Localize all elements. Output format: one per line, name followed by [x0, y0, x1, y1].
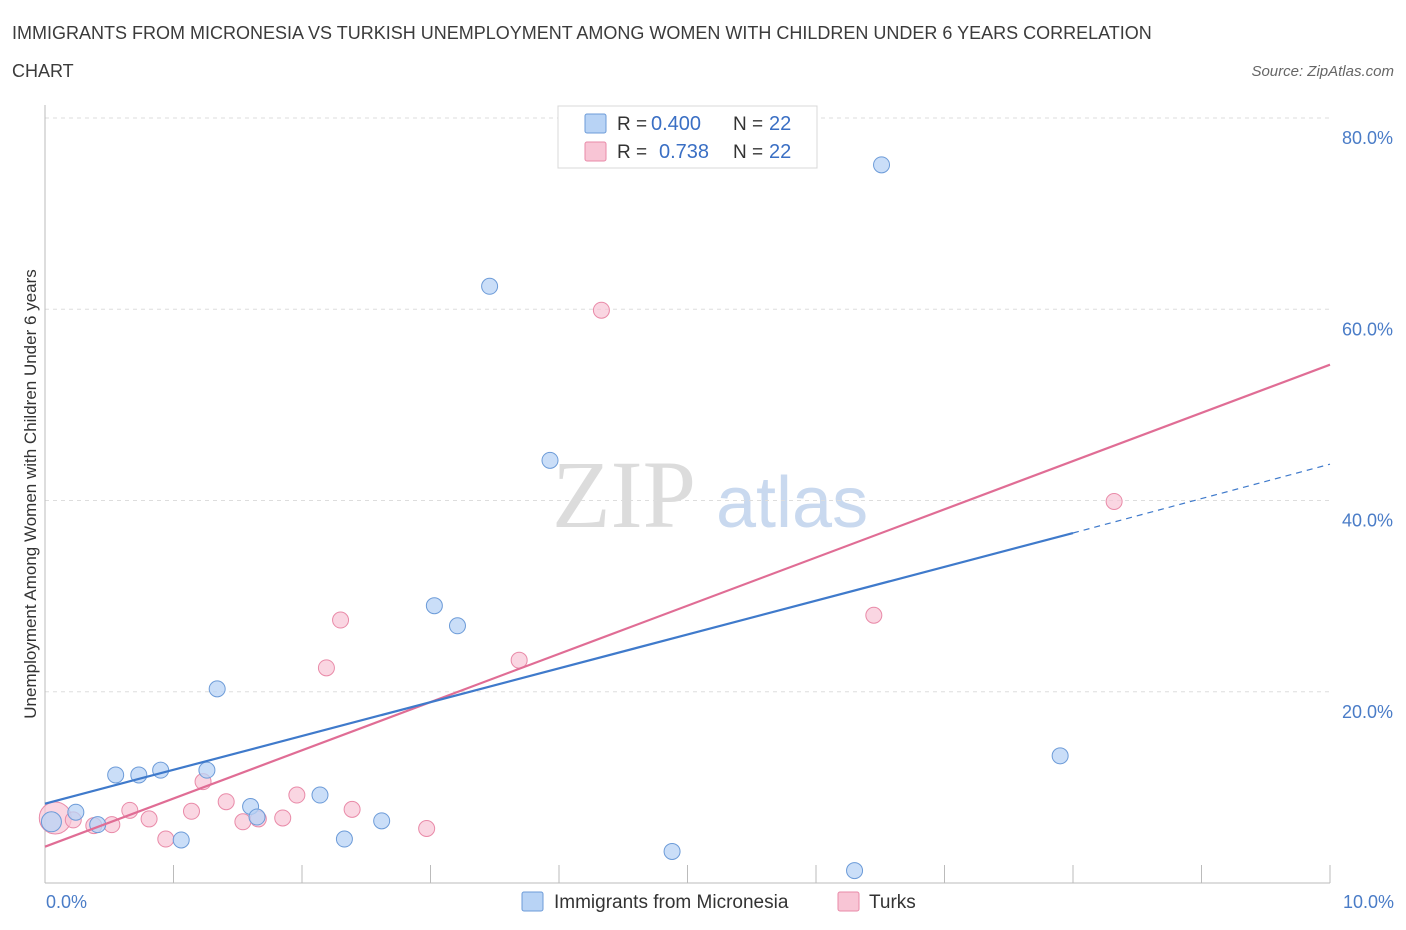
y-tick-label: 80.0% — [1342, 128, 1393, 148]
point-turks — [343, 800, 361, 818]
axes — [44, 105, 1331, 884]
x-tick-label-1: 10.0% — [1343, 892, 1394, 912]
point-micronesia — [40, 811, 62, 833]
point-turks — [1105, 492, 1123, 510]
y-tick-label: 60.0% — [1342, 319, 1393, 339]
legend-n-value-2: 22 — [769, 141, 791, 163]
point-turks — [317, 659, 335, 677]
point-micronesia — [425, 597, 443, 615]
point-turks — [182, 802, 200, 820]
point-turks — [332, 611, 350, 629]
legend-swatch-blue — [584, 113, 607, 134]
series-legend: Immigrants from Micronesia Turks — [521, 891, 916, 913]
point-turks — [274, 809, 292, 827]
point-micronesia — [448, 617, 466, 635]
point-turks — [865, 606, 883, 624]
point-turks — [217, 793, 235, 811]
chart-title-line1: IMMIGRANTS FROM MICRONESIA VS TURKISH UN… — [12, 23, 1152, 43]
source-credit: Source: ZipAtlas.com — [1251, 63, 1394, 80]
chart-title-line2: CHART — [12, 61, 74, 81]
legend-n-label-2: N = — [733, 142, 763, 163]
correlation-legend: R = 0.400 N = 22 R = 0.738 N = 22 — [557, 105, 818, 169]
watermark-zip: ZIP — [552, 441, 696, 548]
point-micronesia — [107, 766, 125, 784]
bottom-legend-label-1: Immigrants from Micronesia — [554, 892, 789, 913]
point-micronesia — [373, 812, 391, 830]
x-tick-label-0: 0.0% — [46, 892, 87, 912]
legend-n-label-1: N = — [733, 114, 763, 135]
legend-n-value-1: 22 — [769, 113, 791, 135]
legend-r-label-1: R = — [617, 114, 647, 135]
point-micronesia — [541, 451, 559, 469]
trendline-micronesia-extension — [1072, 463, 1331, 534]
point-micronesia — [1051, 747, 1069, 765]
y-tick-label: 20.0% — [1342, 702, 1393, 722]
point-turks — [140, 810, 158, 828]
point-micronesia — [663, 842, 681, 860]
bottom-legend-swatch-blue — [521, 891, 544, 912]
series-micronesia-points — [40, 156, 1069, 880]
point-micronesia — [481, 277, 499, 295]
trendline-turks — [44, 363, 1331, 848]
y-tick-labels: 20.0% 40.0% 60.0% 80.0% — [1342, 128, 1393, 722]
bottom-legend-label-2: Turks — [869, 892, 916, 913]
point-micronesia — [208, 680, 226, 698]
point-turks — [157, 830, 175, 848]
legend-r-value-1: 0.400 — [651, 113, 701, 135]
point-micronesia — [198, 761, 216, 779]
y-axis-title: Unemployment Among Women with Children U… — [21, 269, 40, 718]
point-micronesia — [335, 830, 353, 848]
point-turks — [234, 813, 252, 831]
trendline-micronesia — [44, 531, 1074, 805]
point-micronesia — [311, 786, 329, 804]
legend-r-label-2: R = — [617, 142, 647, 163]
point-micronesia — [248, 808, 266, 826]
legend-r-value-2: 0.738 — [659, 141, 709, 163]
y-tick-label: 40.0% — [1342, 511, 1393, 531]
point-turks — [288, 786, 306, 804]
legend-swatch-pink — [584, 141, 607, 162]
watermark-atlas: atlas — [716, 463, 868, 543]
point-micronesia — [846, 862, 864, 880]
point-micronesia — [873, 156, 891, 174]
point-micronesia — [172, 831, 190, 849]
point-turks — [592, 301, 610, 319]
bottom-legend-swatch-pink — [837, 891, 860, 912]
trend-lines — [44, 363, 1331, 848]
point-turks — [418, 819, 436, 837]
point-micronesia — [67, 803, 85, 821]
